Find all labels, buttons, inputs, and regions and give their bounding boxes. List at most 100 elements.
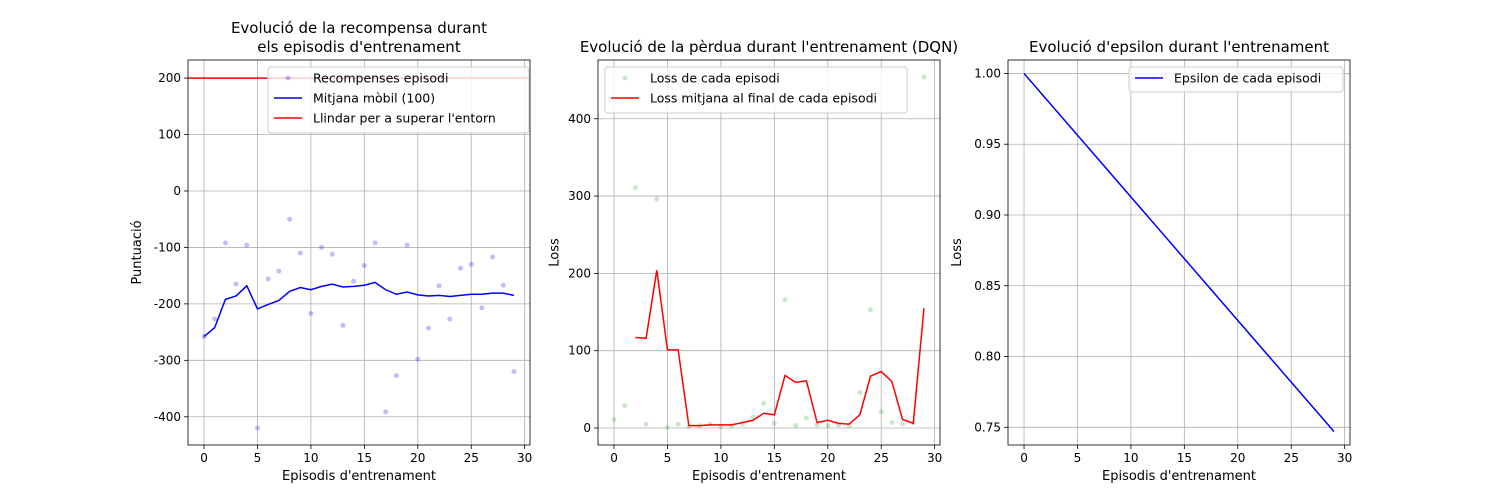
data-point	[212, 316, 218, 322]
x-tick-label: 25	[464, 451, 479, 465]
data-point	[436, 283, 442, 289]
data-point	[511, 369, 517, 375]
legend-item: Mitjana mòbil (100)	[274, 91, 435, 106]
y-tick-label: 0	[583, 421, 591, 435]
data-point	[500, 282, 506, 288]
chart-title: Evolució de la pèrdua durant l'entrename…	[580, 38, 958, 56]
data-point	[889, 420, 895, 426]
x-tick-label: 5	[254, 451, 262, 465]
x-tick-label: 0	[200, 451, 208, 465]
data-point	[825, 423, 831, 429]
y-tick-label: -400	[154, 410, 181, 424]
data-point	[308, 310, 314, 316]
legend-marker	[285, 75, 291, 81]
y-tick-label: 100	[568, 344, 591, 358]
data-point	[276, 268, 282, 274]
data-point	[404, 242, 410, 248]
x-tick-label: 5	[664, 451, 672, 465]
x-axis-label: Episodis d'entrenament	[692, 469, 846, 484]
y-tick-label: 0.90	[974, 208, 1001, 222]
x-tick-label: 5	[1074, 451, 1082, 465]
y-tick-label: 0.80	[974, 350, 1001, 364]
chart-title: Evolució d'epsilon durant l'entrenament	[1029, 38, 1329, 56]
legend: Loss de cada episodi Loss mitjana al fina…	[604, 66, 908, 114]
x-tick-label: 20	[410, 451, 425, 465]
axes-frame	[597, 59, 941, 446]
x-tick-label: 20	[1230, 451, 1245, 465]
data-point	[393, 373, 399, 379]
data-point	[622, 403, 628, 409]
chart-panel-1: 0 5 10 15 20 25 30 -400 -300 -200 -100 0 100 200 Evolu…	[130, 19, 532, 484]
data-point	[233, 281, 239, 287]
data-point	[611, 416, 617, 422]
chart-title: Evolució de la recompensa durant	[231, 19, 487, 37]
legend-label: Epsilon de cada episodi	[1174, 71, 1321, 86]
data-point	[900, 421, 906, 427]
data-layer	[611, 74, 927, 430]
x-tick-label: 10	[1123, 451, 1138, 465]
legend-label: Llindar per a superar l'entorn	[313, 111, 496, 126]
legend-box	[604, 66, 908, 114]
data-point	[793, 423, 799, 429]
x-tick-label: 25	[874, 451, 889, 465]
data-point	[458, 265, 464, 271]
legend: Recompenses episodi Mitjana mòbil (100) Ll…	[267, 66, 530, 134]
y-axis-label: Loss	[547, 238, 562, 267]
data-point	[675, 421, 681, 427]
series-line-2	[203, 281, 515, 338]
data-point	[868, 307, 874, 313]
x-axis-label: Episodis d'entrenament	[1102, 469, 1256, 484]
x-tick-label: 15	[357, 451, 372, 465]
axes-frame	[1007, 59, 1351, 446]
data-layer	[1023, 72, 1335, 433]
x-tick-label: 15	[1177, 451, 1192, 465]
legend-item: Loss de cada episodi	[622, 71, 780, 86]
x-tick-label: 30	[517, 451, 532, 465]
y-tick-label: -100	[154, 240, 181, 254]
legend-marker	[622, 75, 628, 81]
y-tick-label: 200	[158, 71, 181, 85]
legend-label: Mitjana mòbil (100)	[313, 91, 435, 106]
y-axis-label: Loss	[950, 238, 965, 267]
x-axis-label: Episodis d'entrenament	[282, 469, 436, 484]
data-point	[654, 196, 660, 202]
legend-label: Recompenses episodi	[313, 71, 448, 86]
data-point	[447, 316, 453, 322]
data-point	[468, 261, 474, 267]
y-tick-label: -200	[154, 297, 181, 311]
data-point	[479, 305, 485, 311]
data-point	[782, 297, 788, 303]
data-point	[814, 422, 820, 428]
y-tick-label: 0	[173, 184, 181, 198]
legend-box	[1128, 66, 1344, 93]
x-tick-label: 30	[1337, 451, 1352, 465]
data-point	[297, 250, 303, 256]
data-point	[750, 414, 756, 420]
x-tick-label: 15	[767, 451, 782, 465]
data-point	[803, 415, 809, 421]
x-tick-label: 10	[303, 451, 318, 465]
legend-item: Epsilon de cada episodi	[1135, 71, 1321, 86]
x-tick-label: 25	[1284, 451, 1299, 465]
y-axis-label: Puntuació	[130, 220, 145, 284]
y-tick-label: 0.85	[974, 279, 1001, 293]
y-tick-label: 300	[568, 189, 591, 203]
legend: Epsilon de cada episodi	[1128, 66, 1344, 93]
series-line-2	[635, 270, 925, 427]
data-point	[372, 240, 378, 246]
data-point	[329, 251, 335, 257]
data-point	[490, 254, 496, 260]
data-point	[361, 262, 367, 268]
chart-title: els episodis d'entrenament	[257, 38, 461, 56]
data-point	[761, 400, 767, 406]
data-point	[664, 424, 670, 430]
x-tick-label: 0	[610, 451, 618, 465]
data-point	[351, 278, 357, 284]
data-point	[287, 216, 293, 222]
legend-label: Loss mitjana al final de cada episodi	[650, 91, 877, 106]
data-point	[319, 244, 325, 250]
legend-label: Loss de cada episodi	[650, 71, 780, 86]
data-point	[383, 409, 389, 415]
data-point	[244, 242, 250, 248]
